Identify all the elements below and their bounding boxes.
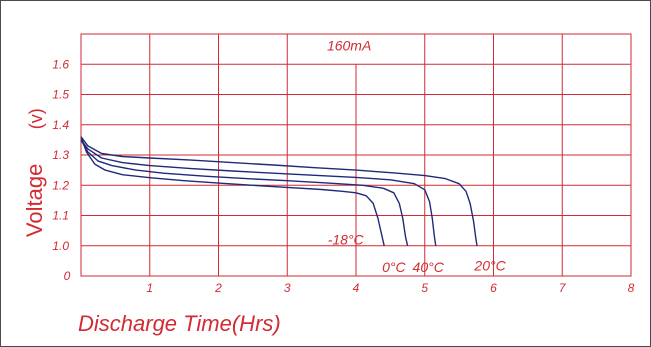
origin-tick-label: 0: [64, 269, 71, 283]
y-tick-label: 1.5: [52, 88, 69, 102]
x-axis-title: Discharge Time(Hrs): [78, 311, 281, 336]
series-label: 0°C: [382, 259, 406, 275]
y-tick-label: 1.1: [52, 209, 69, 223]
chart-labels: 160mA 0 Voltage (v) Discharge Time(Hrs) …: [22, 38, 635, 336]
series-label: 40°C: [413, 259, 445, 275]
x-tick-label: 1: [146, 281, 153, 295]
discharge-curve: [80, 139, 437, 246]
series-label: -18°C: [328, 232, 365, 248]
y-tick-label: 1.6: [52, 57, 69, 71]
y-tick-label: 1.4: [52, 118, 69, 132]
grid-lines: [80, 33, 632, 277]
discharge-curve: [80, 139, 409, 246]
x-tick-label: 3: [284, 281, 291, 295]
chart-subtitle: 160mA: [327, 38, 371, 54]
x-tick-label: 6: [490, 281, 497, 295]
x-tick-label: 4: [353, 281, 360, 295]
x-tick-label: 8: [628, 281, 635, 295]
x-tick-label: 2: [214, 281, 222, 295]
y-axis-title: Voltage: [22, 164, 47, 237]
y-tick-label: 1.0: [52, 239, 69, 253]
x-tick-label: 5: [421, 281, 428, 295]
y-tick-label: 1.3: [52, 148, 69, 162]
x-tick-label: 7: [559, 281, 567, 295]
discharge-curve: [80, 136, 385, 246]
y-axis-unit: (v): [26, 108, 46, 129]
y-tick-label: 1.2: [52, 178, 69, 192]
series-label: 20°C: [473, 257, 506, 273]
discharge-curve: [80, 136, 478, 246]
discharge-curves: [80, 136, 478, 246]
